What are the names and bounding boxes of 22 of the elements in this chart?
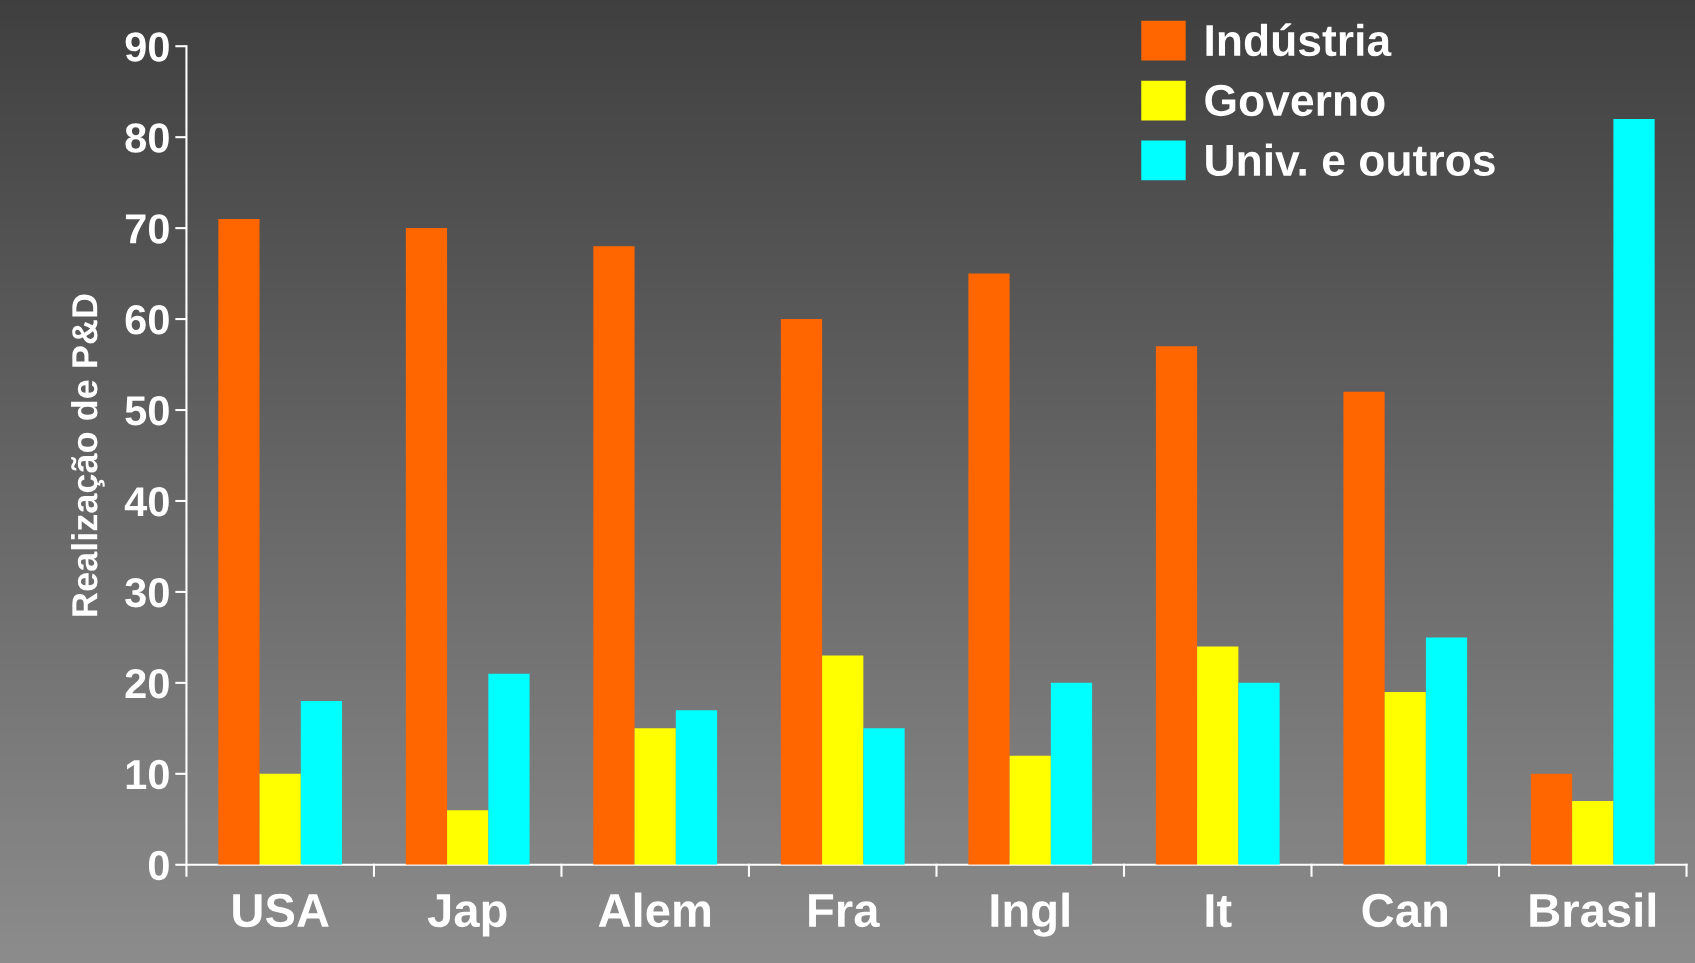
x-tick-label: Alem [598,892,711,928]
x-tick-label: Jap [427,894,507,937]
y-axis-title: Realização de P&D [71,294,105,616]
legend-label: Governo [1205,84,1385,117]
y-tick-label: 10 [126,759,169,790]
x-tick-label: USA [233,893,329,928]
legend-label: Univ. e outros [1206,143,1495,177]
x-tick-label: Fra [809,894,880,928]
y-tick-label: 0 [148,850,169,881]
y-tick-label: 90 [125,32,169,62]
x-tick-label: Brasil [1530,892,1656,928]
y-tick-label: 40 [124,486,169,517]
y-tick-label: 50 [125,396,169,426]
y-tick-label: 60 [125,305,169,335]
x-tick-label: Ingl [991,892,1069,937]
y-tick-label: 20 [125,668,169,699]
x-tick-label: Can [1362,893,1447,928]
x-tick-label: It [1206,894,1232,928]
y-tick-label: 80 [125,123,169,153]
y-tick-label: 70 [125,214,169,244]
y-tick-label: 30 [125,577,169,608]
legend-label: Indústria [1206,23,1392,57]
